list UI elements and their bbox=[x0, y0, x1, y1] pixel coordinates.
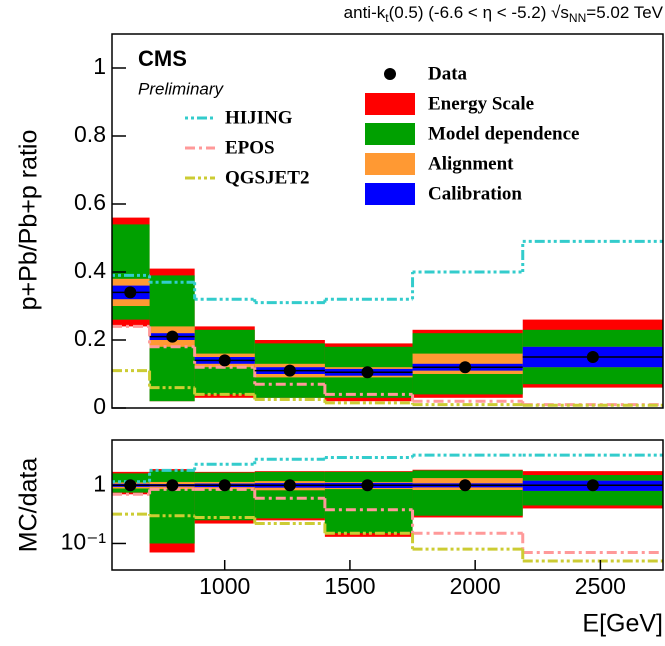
data-point bbox=[586, 479, 599, 492]
experiment-label: CMS bbox=[138, 46, 187, 71]
status-label: Preliminary bbox=[138, 79, 225, 98]
legend-label: Alignment bbox=[428, 153, 514, 174]
header-part: anti-k bbox=[344, 3, 386, 22]
data-point bbox=[166, 479, 179, 492]
y-tick-label: 0.2 bbox=[74, 325, 106, 351]
x-tick-label: 2500 bbox=[575, 573, 626, 599]
uncertainty-band bbox=[412, 470, 523, 516]
data-point bbox=[124, 479, 137, 492]
data-point bbox=[586, 351, 599, 363]
y-tick-label: 0 bbox=[93, 393, 106, 419]
y-tick-label: 10⁻¹ bbox=[61, 529, 107, 555]
chart-header: anti-kt(0.5) (-6.6 < η < -5.2) √sNN=5.02… bbox=[344, 3, 664, 25]
plot-area bbox=[112, 217, 663, 407]
data-point bbox=[218, 479, 231, 492]
x-tick-label: 1500 bbox=[324, 573, 375, 599]
y-axis-label: MC/data bbox=[15, 458, 43, 553]
plot-area bbox=[112, 453, 663, 563]
y-tick-label: 0.8 bbox=[74, 121, 106, 147]
axes-frame bbox=[111, 33, 664, 409]
x-tick-label: 1000 bbox=[199, 573, 250, 599]
y-axis-label: p+Pb/Pb+p ratio bbox=[15, 130, 43, 311]
x-tick-label: 2000 bbox=[450, 573, 501, 599]
legend-swatch bbox=[365, 183, 415, 205]
x-axis-label: E[GeV] bbox=[582, 610, 663, 638]
data-point bbox=[459, 479, 472, 492]
legend-label: QGSJET2 bbox=[225, 167, 309, 188]
legend-marker bbox=[384, 68, 396, 80]
legend-swatch bbox=[365, 153, 415, 175]
legend-label: Calibration bbox=[428, 183, 522, 204]
legend-label: EPOS bbox=[225, 137, 275, 158]
axes-frame bbox=[111, 439, 664, 571]
data-point bbox=[283, 364, 296, 377]
legend-label: Data bbox=[428, 63, 468, 84]
data-point bbox=[459, 361, 472, 374]
data-point bbox=[361, 366, 374, 379]
legend-label: Model dependence bbox=[428, 123, 579, 144]
y-tick-label: 1 bbox=[93, 470, 106, 496]
legend-label: Energy Scale bbox=[428, 93, 534, 114]
data-point bbox=[124, 286, 137, 299]
legend-swatch bbox=[365, 123, 415, 145]
data-point bbox=[283, 479, 296, 492]
legend-swatch bbox=[365, 93, 415, 115]
header-part: (0.5) (-6.6 < η < -5.2) √s bbox=[389, 3, 569, 22]
data-point bbox=[218, 354, 231, 367]
header-part: NN bbox=[569, 11, 586, 25]
data-point bbox=[166, 330, 179, 343]
y-tick-label: 0.6 bbox=[74, 189, 106, 215]
y-tick-label: 0.4 bbox=[74, 257, 106, 283]
legend-label: HIJING bbox=[225, 107, 293, 128]
y-tick-label: 1 bbox=[93, 53, 106, 79]
header-part: t bbox=[385, 11, 389, 25]
uncertainty-band bbox=[254, 471, 325, 519]
header-part: =5.02 TeV bbox=[586, 3, 663, 22]
data-point bbox=[361, 479, 374, 492]
